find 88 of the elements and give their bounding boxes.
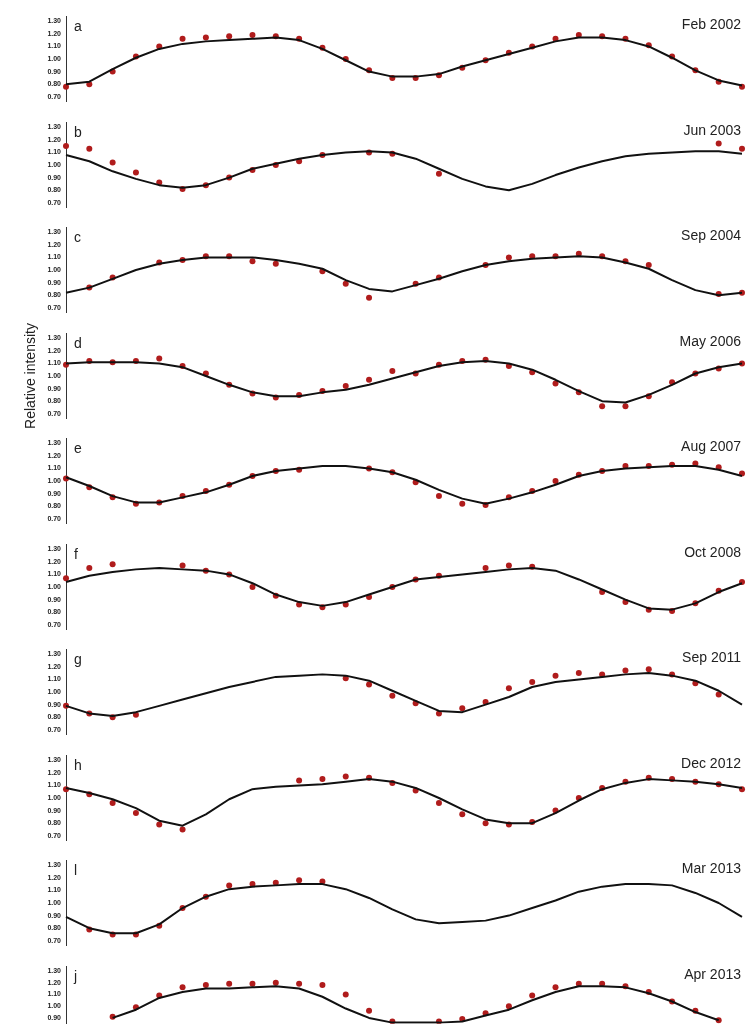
point [482,819,489,826]
chart-title: Aug 2007 [681,438,742,455]
point [459,500,466,507]
point [739,145,745,152]
point [366,1007,373,1014]
annotation: b [74,123,82,140]
point [459,810,466,817]
point [435,799,442,806]
point [342,382,349,389]
point [86,145,93,152]
point [179,825,186,832]
point [179,35,186,42]
annotation: a [74,18,82,35]
point [552,983,559,990]
point [459,705,466,712]
point [622,667,629,674]
point [249,32,256,39]
chart-title: Apr 2013 [684,965,742,982]
point [505,562,512,569]
annotation: l [74,862,78,879]
point [505,685,512,692]
point [552,672,559,679]
point [296,877,303,884]
annotation: c [74,229,81,246]
annotation: j [73,967,78,984]
point [249,258,256,265]
point [529,253,536,260]
point [202,34,209,41]
point [226,882,233,889]
point [202,981,209,988]
point [63,83,69,90]
point [319,775,326,782]
chart-title: Mar 2013 [681,860,742,877]
point [272,979,279,986]
annotation: f [74,545,78,562]
point [342,990,349,997]
chart-title: Sep 2011 [682,649,742,666]
point [529,992,536,999]
y-axis-title: Relative intensity [21,322,38,429]
point [319,981,326,988]
point [342,280,349,287]
annotation: e [74,440,82,457]
annotation: h [74,756,82,773]
point [109,158,116,165]
point [389,367,396,374]
point [132,809,139,816]
point [505,1002,512,1009]
point [645,666,652,673]
point [226,33,233,40]
chart-title: May 2006 [679,332,742,349]
chart-title: Sep 2004 [681,227,742,244]
point [599,402,606,409]
point [179,562,186,569]
point [226,980,233,987]
point [109,799,116,806]
point [179,983,186,990]
point [109,560,116,567]
annotation: g [74,651,82,668]
point [529,678,536,685]
point [366,376,373,383]
point [156,354,163,361]
point [63,574,69,581]
point [435,170,442,177]
point [435,493,442,500]
point [132,169,139,176]
chart-title: Jun 2003 [683,121,742,138]
point [715,140,722,147]
point [156,820,163,827]
point [366,294,373,301]
point [482,564,489,571]
chart-title: Feb 2002 [681,16,742,33]
point [366,681,373,688]
point [296,980,303,987]
point [622,402,629,409]
point [645,261,652,268]
point [715,691,722,698]
annotation: d [74,334,82,351]
point [63,142,69,149]
point [739,578,745,585]
chart-title: Dec 2012 [681,754,742,771]
point [296,776,303,783]
point [272,260,279,267]
point [342,773,349,780]
point [389,692,396,699]
point [575,670,582,677]
point [86,564,93,571]
point [505,254,512,261]
chart-title: Oct 2008 [684,543,742,560]
